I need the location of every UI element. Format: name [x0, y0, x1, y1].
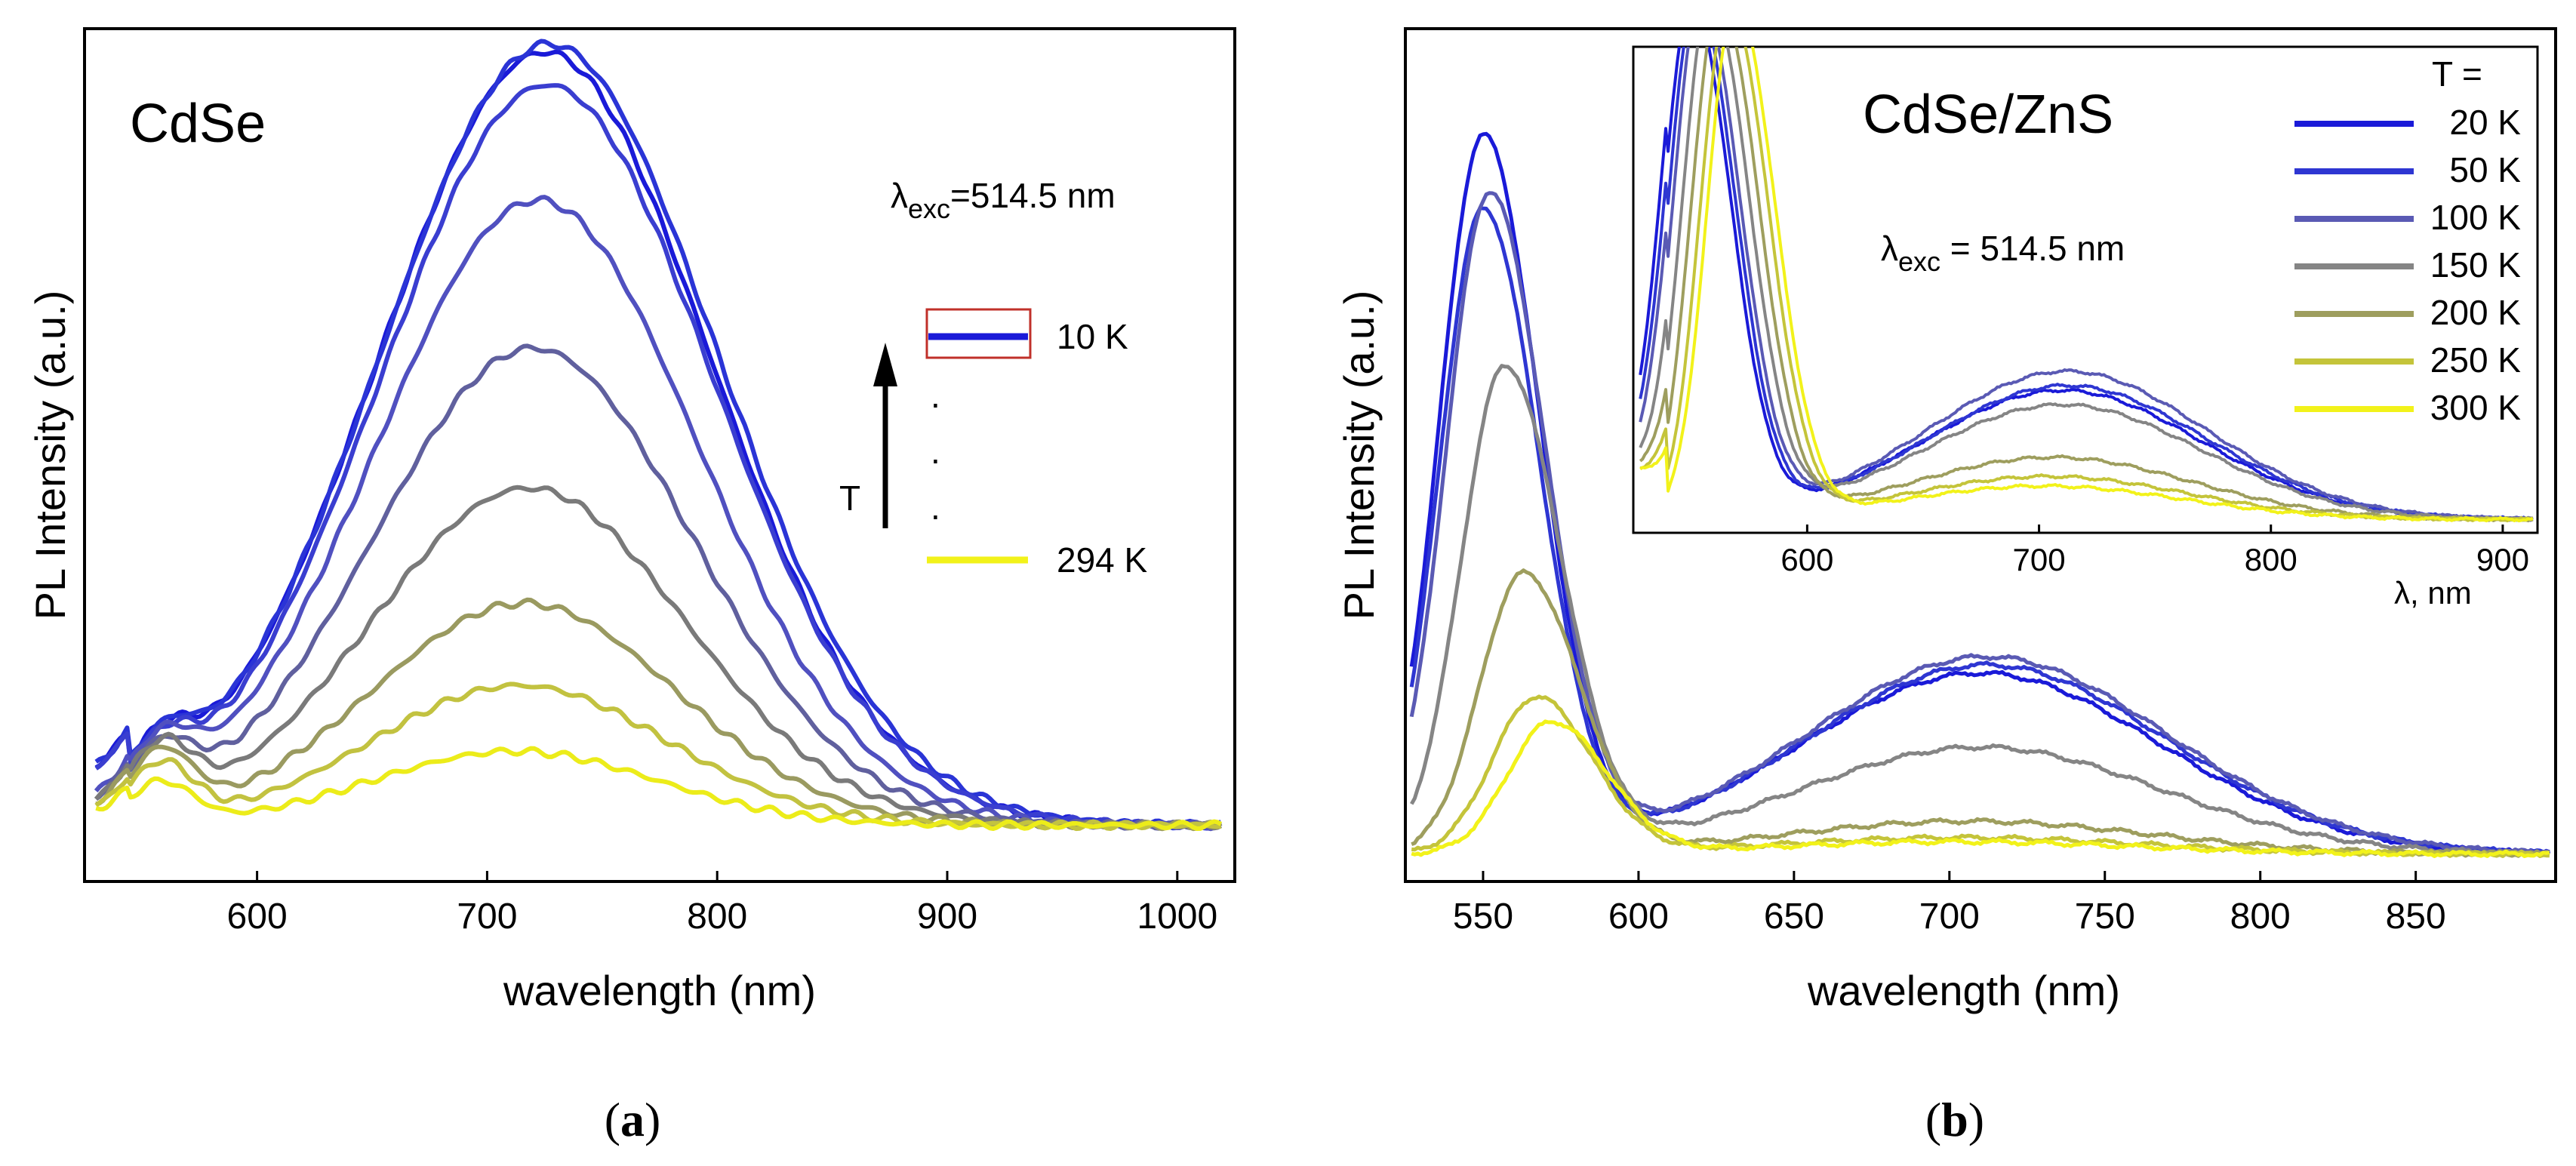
x-tick-label-b-2: 650	[1764, 897, 1824, 937]
series-line-a-8	[95, 746, 1223, 831]
legend-title-b: T =	[2432, 54, 2482, 94]
exc-subscript-b: exc	[1898, 246, 1940, 277]
x-tick-label-b-6: 850	[2386, 897, 2446, 937]
plot-frame-b	[1404, 27, 2557, 883]
x-tick-label-a-0: 600	[227, 897, 288, 937]
series-line-b-5	[1411, 694, 2550, 858]
legend-label-b-1: 50 K	[2449, 150, 2521, 189]
legend-label-b-5: 250 K	[2430, 340, 2522, 380]
lambda-symbol-b: λ	[1881, 229, 1898, 268]
inset-x-tick-label-0: 600	[1780, 542, 1833, 577]
lambda-symbol-a: λ	[891, 176, 908, 215]
x-ticks-a: 600 700 800 900 1000	[227, 871, 1217, 937]
panel-label-b: (b)	[1925, 1093, 1984, 1146]
legend-label-b-0: 20 K	[2449, 103, 2521, 142]
panel-label-a: (a)	[605, 1093, 661, 1146]
curves-b	[1409, 131, 2551, 858]
x-tick-label-a-3: 900	[917, 897, 977, 937]
inset-frame	[1632, 45, 2539, 534]
panel-b: 550 600 650 700 750 800 850 wavelength (nm) PL…	[1335, 27, 2557, 1146]
legend-b: 20 K 50 K 100 K 150 K 200 K 250 K 300 K	[2294, 103, 2521, 427]
panel-letter-b: b	[1941, 1093, 1968, 1146]
legend-ellipsis-dot-1: .	[931, 376, 940, 415]
series-line-b-6	[1411, 719, 2550, 858]
temperature-arrow-label: T	[839, 478, 860, 518]
temperature-arrow-head	[873, 343, 897, 386]
x-tick-label-b-5: 800	[2230, 897, 2291, 937]
inset-x-tick-label-1: 700	[2013, 542, 2066, 577]
exc-subscript-a: exc	[908, 193, 950, 224]
chart-title-a: CdSe	[130, 94, 266, 154]
x-tick-label-b-4: 750	[2075, 897, 2135, 937]
legend-label-b-4: 200 K	[2430, 293, 2522, 332]
inset-x-tick-label-3: 900	[2476, 542, 2529, 577]
y-axis-label-a: PL Intensity (a.u.)	[26, 291, 74, 620]
legend-label-294k: 294 K	[1057, 540, 1148, 580]
excitation-label-b: λexc = 514.5 nm	[1881, 229, 2125, 277]
x-tick-label-a-4: 1000	[1137, 897, 1217, 937]
legend-label-10k: 10 K	[1057, 317, 1128, 356]
legend-label-b-3: 150 K	[2430, 245, 2522, 285]
panel-letter-a: a	[620, 1093, 645, 1146]
inset-series-line-6	[1639, 47, 2534, 523]
series-line-a-2	[94, 83, 1222, 829]
x-axis-label-a: wavelength (nm)	[503, 967, 816, 1014]
series-line-b-3	[1410, 364, 2550, 857]
x-tick-label-b-1: 600	[1608, 897, 1669, 937]
legend-label-b-6: 300 K	[2430, 388, 2522, 427]
x-axis-label-b: wavelength (nm)	[1807, 967, 2120, 1014]
x-tick-label-b-0: 550	[1453, 897, 1513, 937]
y-axis-label-b: PL Intensity (a.u.)	[1335, 291, 1383, 620]
plot-frame-a	[83, 27, 1236, 883]
inset-plot: 600 700 800 900 λ, nm CdSe/ZnS λexc = 514.5…	[1632, 45, 2539, 611]
legend-ellipsis-dot-2: .	[931, 432, 940, 471]
inset-x-axis-label: λ, nm	[2394, 575, 2472, 611]
inset-series-line-5	[1639, 47, 2534, 523]
legend-label-b-2: 100 K	[2430, 198, 2522, 237]
curves-a	[94, 38, 1223, 832]
exc-value-b: = 514.5 nm	[1940, 229, 2125, 268]
chart-title-b: CdSe/ZnS	[1863, 85, 2113, 145]
legend-highlight-box	[925, 308, 1032, 359]
x-ticks-b: 550 600 650 700 750 800 850	[1453, 871, 2446, 937]
x-tick-label-b-3: 700	[1919, 897, 1980, 937]
panel-a: 600 700 800 900 1000 CdSe wavelength (nm) PL…	[26, 27, 1236, 1146]
inset-series-line-2	[1639, 47, 2534, 522]
exc-value-a: =514.5 nm	[950, 176, 1116, 215]
inset-x-ticks: 600 700 800 900	[1780, 525, 2529, 577]
inset-series-line-3	[1639, 47, 2534, 522]
x-tick-label-a-2: 800	[687, 897, 747, 937]
legend-ellipsis-dot-3: .	[931, 488, 940, 527]
excitation-label-a: λexc=514.5 nm	[891, 176, 1116, 224]
inset-x-tick-label-2: 800	[2245, 542, 2297, 577]
inset-curves	[1639, 47, 2534, 523]
x-tick-label-a-1: 700	[457, 897, 517, 937]
